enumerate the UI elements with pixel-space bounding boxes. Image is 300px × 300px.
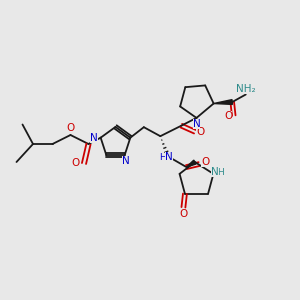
Text: O: O <box>66 123 75 134</box>
Text: N: N <box>90 133 98 143</box>
Text: H: H <box>217 168 224 177</box>
Text: N: N <box>193 119 200 129</box>
Polygon shape <box>214 100 232 104</box>
Text: N: N <box>166 152 173 162</box>
Text: N: N <box>122 156 130 166</box>
Text: NH₂: NH₂ <box>236 83 256 94</box>
Text: N: N <box>211 167 219 177</box>
Text: H: H <box>159 153 166 162</box>
Text: O: O <box>224 111 232 121</box>
Text: O: O <box>196 127 204 137</box>
Polygon shape <box>186 160 196 167</box>
Text: O: O <box>179 209 188 219</box>
Text: O: O <box>71 158 80 169</box>
Text: O: O <box>201 157 209 167</box>
